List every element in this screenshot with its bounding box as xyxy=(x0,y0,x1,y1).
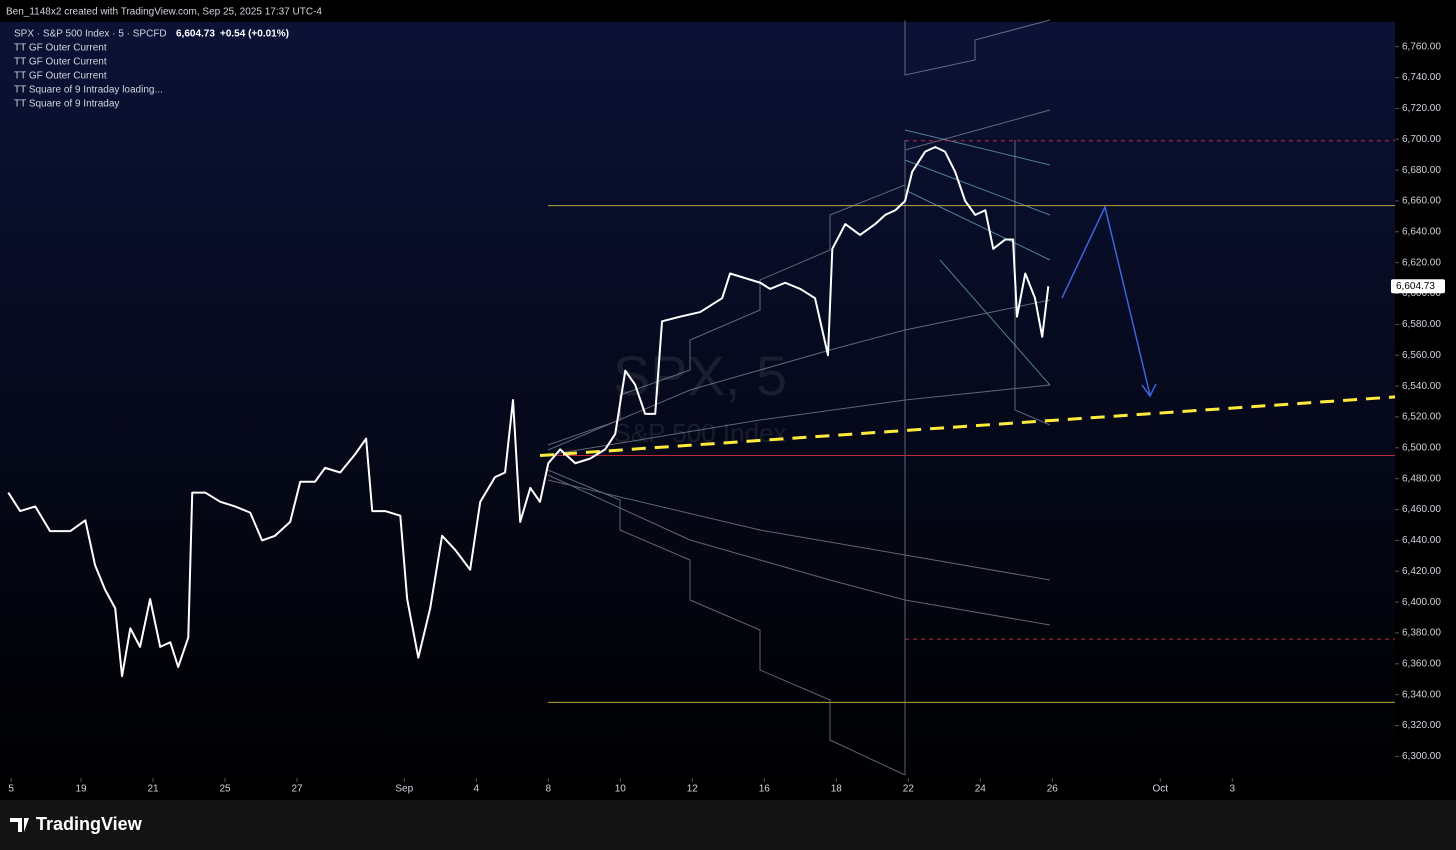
x-tick-label: 4 xyxy=(473,784,479,795)
y-tick-label: 6,420.00 xyxy=(1402,566,1441,577)
projection-arrow xyxy=(1061,204,1157,398)
x-tick-label: 25 xyxy=(219,784,231,795)
x-tick-label: 21 xyxy=(147,784,159,795)
y-tick-label: 6,560.00 xyxy=(1402,350,1441,361)
x-tick-label: 19 xyxy=(75,784,87,795)
y-tick-label: 6,600.00 xyxy=(1402,288,1441,299)
y-tick-label: 6,660.00 xyxy=(1402,196,1441,207)
y-tick-label: 6,680.00 xyxy=(1402,165,1441,176)
y-tick-label: 6,640.00 xyxy=(1402,226,1441,237)
y-tick-label: 6,760.00 xyxy=(1402,41,1441,52)
x-tick-label: Oct xyxy=(1152,784,1168,795)
indicator: TT GF Outer Current xyxy=(14,71,107,82)
x-tick-label: Sep xyxy=(395,784,413,795)
price-axis xyxy=(1395,22,1456,800)
y-tick-label: 6,540.00 xyxy=(1402,381,1441,392)
y-tick-label: 6,400.00 xyxy=(1402,597,1441,608)
legend-symbol: SPX · S&P 500 Index · 5 · SPCFD xyxy=(14,29,167,40)
time-axis xyxy=(0,778,1395,800)
y-tick-label: 6,480.00 xyxy=(1402,473,1441,484)
watermark: SPX, 5 xyxy=(613,344,787,407)
y-tick-label: 6,300.00 xyxy=(1402,751,1441,762)
watermark-sub: S&P 500 Index xyxy=(614,418,787,448)
x-tick-label: 24 xyxy=(975,784,987,795)
indicator: TT Square of 9 Intraday xyxy=(14,99,119,110)
y-tick-label: 6,320.00 xyxy=(1402,720,1441,731)
x-tick-label: 16 xyxy=(759,784,771,795)
y-tick-label: 6,740.00 xyxy=(1402,72,1441,83)
x-tick-label: 12 xyxy=(687,784,699,795)
x-tick-label: 27 xyxy=(291,784,303,795)
x-tick-label: 26 xyxy=(1047,784,1059,795)
plot-area xyxy=(0,22,1395,800)
credit: Ben_1148x2 created with TradingView.com,… xyxy=(6,7,322,18)
legend-change: +0.54 (+0.01%) xyxy=(220,29,289,40)
x-tick-label: 8 xyxy=(545,784,551,795)
y-tick-label: 6,520.00 xyxy=(1402,412,1441,423)
y-tick-label: 6,580.00 xyxy=(1402,319,1441,330)
y-tick-label: 6,460.00 xyxy=(1402,504,1441,515)
x-tick-label: 22 xyxy=(903,784,915,795)
y-tick-label: 6,700.00 xyxy=(1402,134,1441,145)
price-line xyxy=(7,145,1050,678)
y-tick-label: 6,340.00 xyxy=(1402,689,1441,700)
legend-price: 6,604.73 xyxy=(176,29,215,40)
indicator: TT GF Outer Current xyxy=(14,43,107,54)
top-bar xyxy=(0,0,1456,22)
y-tick-label: 6,720.00 xyxy=(1402,103,1441,114)
x-tick-label: 5 xyxy=(8,784,14,795)
x-tick-label: 3 xyxy=(1229,784,1235,795)
y-tick-label: 6,620.00 xyxy=(1402,257,1441,268)
footer xyxy=(0,800,1456,850)
y-tick-label: 6,380.00 xyxy=(1402,628,1441,639)
indicator: TT Square of 9 Intraday loading... xyxy=(14,85,163,96)
x-tick-label: 10 xyxy=(615,784,627,795)
y-tick-label: 6,500.00 xyxy=(1402,442,1441,453)
trendline xyxy=(539,395,1396,458)
indicator: TT GF Outer Current xyxy=(14,57,107,68)
y-tick-label: 6,440.00 xyxy=(1402,535,1441,546)
last-price-tag xyxy=(1391,279,1445,294)
last-price-label: 6,604.73 xyxy=(1396,281,1435,292)
brand-logo xyxy=(10,818,29,832)
y-tick-label: 6,360.00 xyxy=(1402,658,1441,669)
brand: TradingView xyxy=(36,814,143,834)
x-tick-label: 18 xyxy=(831,784,843,795)
legend: SPX · S&P 500 Index · 5 · SPCFD 6,604.73… xyxy=(14,29,289,110)
